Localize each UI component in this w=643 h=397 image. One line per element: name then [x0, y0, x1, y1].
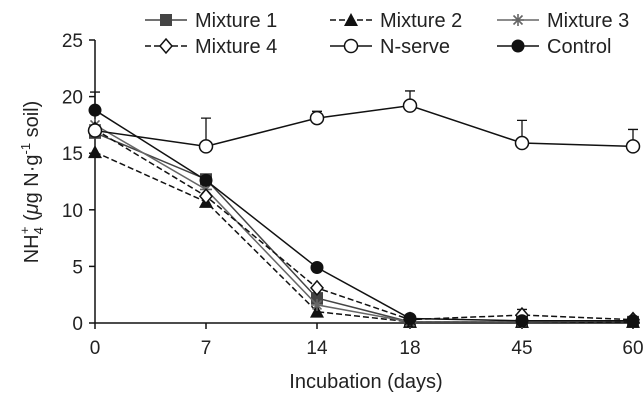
legend-item-mixture-1: Mixture 1: [145, 10, 277, 32]
series-layer: [87, 90, 641, 328]
n-serve-point: [87, 123, 103, 138]
legend-item-mixture-3: Mixture 3: [497, 10, 629, 32]
n-serve-point: [402, 98, 418, 113]
y-axis-title-exp: -1: [18, 143, 33, 155]
y-tick-label: 20: [62, 88, 83, 109]
legend-label: Mixture 1: [195, 10, 277, 32]
y-axis-title-unit-close: soil): [21, 101, 43, 143]
mixture-4-line: [94, 128, 634, 321]
legend-item-mixture-2: Mixture 2: [330, 10, 462, 32]
control-point: [88, 103, 102, 117]
control-point: [199, 173, 213, 187]
control-point: [310, 261, 324, 275]
n-serve-point: [625, 139, 641, 154]
mixture-2-point: [310, 304, 324, 318]
control-point: [515, 314, 529, 328]
legend-swatch-marker: [343, 38, 359, 54]
x-tick-label: 14: [306, 338, 328, 359]
mixture-4-point: [199, 188, 213, 205]
y-tick-label: 15: [62, 144, 83, 165]
x-tick-label: 0: [90, 338, 101, 359]
axes: [94, 40, 640, 324]
y-axis-title-sup: +: [17, 227, 32, 235]
mixture-2-point: [88, 145, 102, 159]
legend-label: Mixture 2: [380, 10, 462, 32]
x-tick-label: 45: [511, 338, 532, 359]
y-tick-label: 0: [72, 314, 83, 335]
y-ticks: 0 5 10 15 20 25: [62, 31, 95, 335]
n-serve-point: [514, 135, 530, 151]
n-serve-line: [94, 104, 634, 148]
x-tick-label: 60: [622, 338, 643, 359]
legend-swatch-marker: [511, 39, 525, 53]
legend-item-mixture-4: Mixture 4: [145, 36, 277, 58]
mixture-4-point: [310, 279, 324, 297]
mixture-2-line: [94, 151, 633, 323]
legend-label: Mixture 4: [195, 36, 277, 58]
series-mixture-4: [88, 121, 640, 328]
control-point: [403, 311, 417, 325]
x-tick-label: 7: [201, 338, 212, 359]
legend-item-n-serve: N-serve: [330, 36, 450, 58]
legend-swatch-marker: [159, 37, 173, 55]
legend-item-control: Control: [497, 36, 611, 58]
mixture-3-point: [311, 298, 323, 311]
x-tick-label: 18: [399, 338, 420, 359]
series-mixture-3: [89, 118, 639, 328]
control-line: [94, 109, 633, 322]
legend-swatch-marker: [512, 14, 524, 26]
y-tick-label: 10: [62, 201, 83, 222]
y-axis-title-unit-open: (: [21, 214, 43, 227]
y-tick-label: 5: [72, 257, 83, 278]
legend-label: N-serve: [380, 36, 450, 58]
y-axis-title-unit-mid: g N·g: [21, 154, 43, 203]
y-axis-title-main: NH: [21, 234, 43, 263]
y-axis-title-mu: μ: [21, 203, 43, 215]
legend-label: Mixture 3: [547, 10, 629, 32]
n-serve-point: [309, 110, 325, 126]
legend-swatch-marker: [344, 13, 358, 26]
n-serve-point: [198, 139, 214, 154]
legend-swatch-marker: [160, 14, 172, 26]
legend: Mixture 1 Mixture 2 Mixture 3 Mixture 4 N-se…: [145, 10, 629, 58]
series-mixture-1: [89, 126, 639, 328]
x-ticks: 0 7 14 18 45 60: [90, 323, 643, 359]
y-axis-title-sub: 4: [31, 227, 46, 234]
series-n-serve: [87, 90, 641, 154]
y-tick-label: 25: [62, 31, 83, 52]
series-control: [88, 91, 640, 328]
control-point: [626, 314, 640, 328]
series-mixture-2: [88, 145, 640, 328]
mixture-3-line: [94, 124, 634, 323]
legend-label: Control: [547, 36, 611, 58]
y-axis-title: NH4+ (μg N·g-1 soil): [17, 101, 46, 264]
x-axis-title: Incubation (days): [289, 371, 442, 393]
